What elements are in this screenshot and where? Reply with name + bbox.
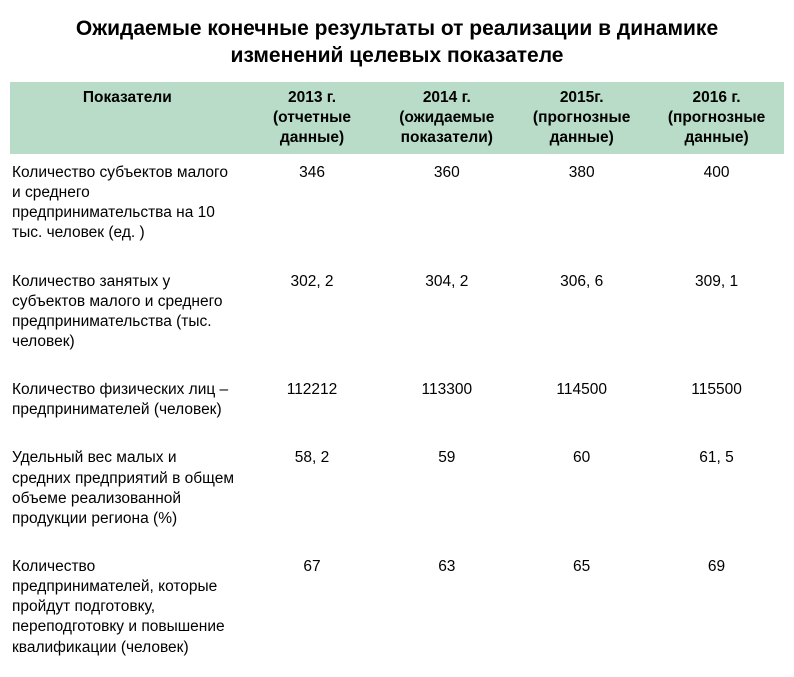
cell-value: 63 xyxy=(379,547,514,676)
cell-value: 59 xyxy=(379,439,514,548)
cell-value: 69 xyxy=(649,547,784,676)
cell-value: 115500 xyxy=(649,371,784,439)
cell-value: 380 xyxy=(514,154,649,262)
table-header-row: Показатели 2013 г. (отчетные данные) 201… xyxy=(10,82,784,154)
page-title: Ожидаемые конечные результаты от реализа… xyxy=(10,15,784,70)
cell-value: 67 xyxy=(245,547,380,676)
row-label: Удельный вес малых и средних предприятий… xyxy=(10,439,245,548)
column-header-2015: 2015г. (прогнозные данные) xyxy=(514,82,649,154)
cell-value: 400 xyxy=(649,154,784,262)
table-row: Количество физических лиц – предпринимат… xyxy=(10,371,784,439)
cell-value: 112212 xyxy=(245,371,380,439)
table-row: Удельный вес малых и средних предприятий… xyxy=(10,439,784,548)
column-header-2013: 2013 г. (отчетные данные) xyxy=(245,82,380,154)
cell-value: 60 xyxy=(514,439,649,548)
column-header-2014: 2014 г. (ожидаемые показатели) xyxy=(379,82,514,154)
row-label: Количество субъектов малого и среднего п… xyxy=(10,154,245,262)
column-header-indicator: Показатели xyxy=(10,82,245,154)
cell-value: 113300 xyxy=(379,371,514,439)
cell-value: 61, 5 xyxy=(649,439,784,548)
column-header-2016: 2016 г. (прогнозные данные) xyxy=(649,82,784,154)
cell-value: 58, 2 xyxy=(245,439,380,548)
cell-value: 346 xyxy=(245,154,380,262)
row-label: Количество занятых у субъектов малого и … xyxy=(10,262,245,371)
row-label: Количество предпринимателей, которые про… xyxy=(10,547,245,676)
cell-value: 309, 1 xyxy=(649,262,784,371)
table-row: Количество предпринимателей, которые про… xyxy=(10,547,784,676)
cell-value: 360 xyxy=(379,154,514,262)
table-row: Количество субъектов малого и среднего п… xyxy=(10,154,784,262)
data-table: Показатели 2013 г. (отчетные данные) 201… xyxy=(10,82,784,677)
cell-value: 306, 6 xyxy=(514,262,649,371)
cell-value: 65 xyxy=(514,547,649,676)
cell-value: 304, 2 xyxy=(379,262,514,371)
table-row: Количество занятых у субъектов малого и … xyxy=(10,262,784,371)
cell-value: 114500 xyxy=(514,371,649,439)
row-label: Количество физических лиц – предпринимат… xyxy=(10,371,245,439)
cell-value: 302, 2 xyxy=(245,262,380,371)
